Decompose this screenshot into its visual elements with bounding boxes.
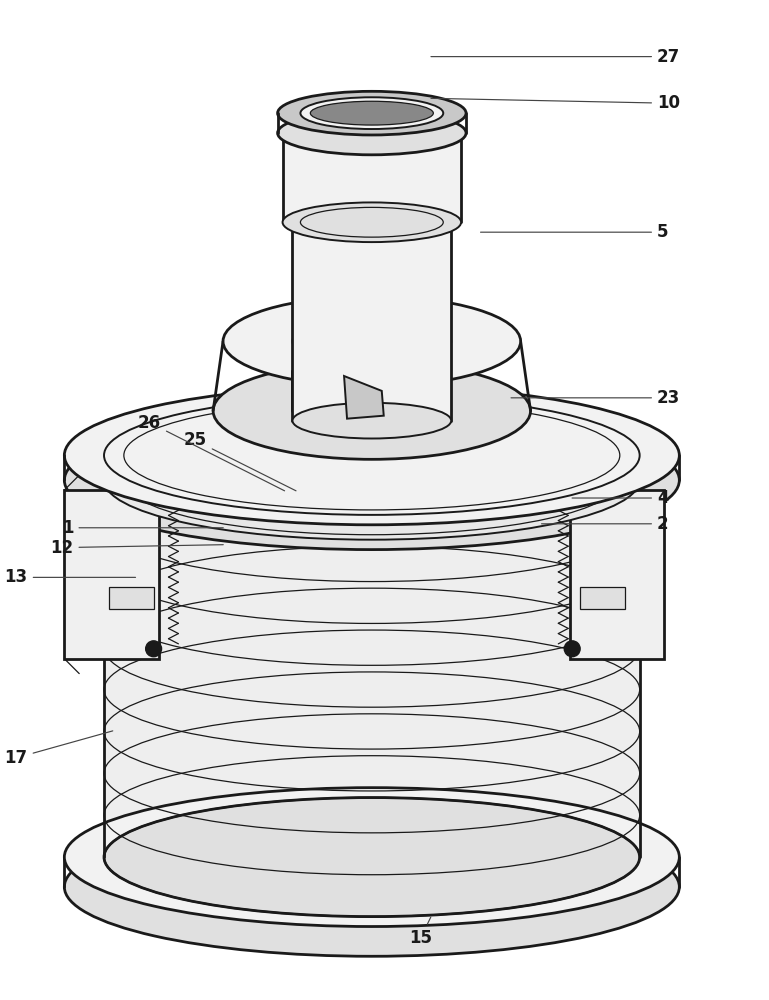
Ellipse shape	[278, 111, 466, 155]
Bar	[109, 587, 154, 609]
Polygon shape	[292, 222, 451, 421]
Text: 17: 17	[5, 731, 113, 767]
Text: 27: 27	[431, 48, 681, 66]
Ellipse shape	[292, 204, 451, 240]
Polygon shape	[104, 480, 640, 857]
Ellipse shape	[65, 411, 679, 550]
Ellipse shape	[282, 202, 461, 242]
Ellipse shape	[292, 403, 451, 439]
Circle shape	[564, 641, 580, 657]
Text: 26: 26	[138, 414, 285, 491]
Polygon shape	[282, 133, 461, 222]
Text: 5: 5	[481, 223, 668, 241]
Ellipse shape	[65, 386, 679, 525]
Text: 10: 10	[431, 94, 680, 112]
Text: 25: 25	[184, 431, 296, 491]
Ellipse shape	[65, 817, 679, 956]
Text: 2: 2	[541, 515, 668, 533]
Polygon shape	[65, 490, 158, 659]
Polygon shape	[571, 490, 664, 659]
Text: 23: 23	[511, 389, 681, 407]
Circle shape	[145, 641, 161, 657]
Text: 13: 13	[5, 568, 135, 586]
Text: 12: 12	[50, 539, 223, 557]
Ellipse shape	[301, 97, 443, 129]
Polygon shape	[344, 376, 384, 419]
Bar	[580, 587, 624, 609]
Text: 15: 15	[409, 917, 432, 947]
Ellipse shape	[104, 798, 640, 917]
Ellipse shape	[292, 312, 451, 371]
Ellipse shape	[223, 296, 521, 386]
Text: 1: 1	[62, 519, 223, 537]
Ellipse shape	[65, 788, 679, 927]
Ellipse shape	[311, 101, 434, 125]
Ellipse shape	[278, 91, 466, 135]
Text: 4: 4	[572, 489, 668, 507]
Ellipse shape	[213, 362, 531, 459]
Ellipse shape	[104, 421, 640, 540]
